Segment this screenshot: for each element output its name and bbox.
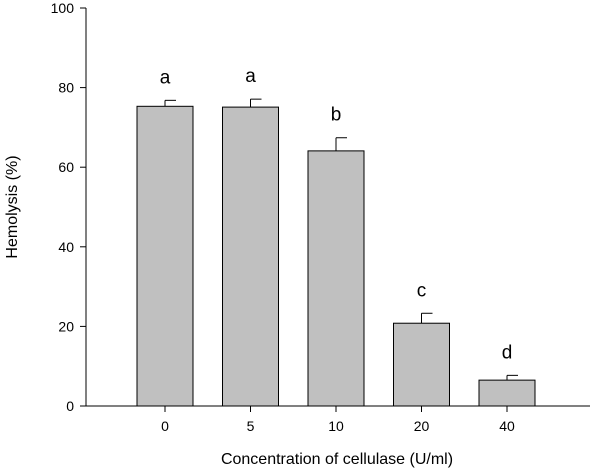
x-tick-label: 20 bbox=[414, 418, 430, 434]
significance-label: c bbox=[417, 280, 427, 301]
bar bbox=[222, 106, 279, 407]
x-tick-label: 10 bbox=[328, 418, 344, 434]
bar bbox=[307, 150, 365, 407]
significance-labels: a a b c d bbox=[160, 66, 513, 363]
y-tick-label: 0 bbox=[66, 398, 74, 414]
x-tick-label: 5 bbox=[247, 418, 255, 434]
bar bbox=[393, 322, 450, 407]
significance-label: a bbox=[245, 66, 256, 87]
y-axis-ticks: 0 20 40 60 80 100 bbox=[51, 0, 86, 414]
bars bbox=[136, 105, 536, 407]
significance-label: b bbox=[331, 105, 342, 126]
bar bbox=[478, 379, 536, 407]
y-tick-label: 100 bbox=[51, 0, 75, 16]
y-tick-label: 20 bbox=[58, 318, 74, 334]
x-axis-title: Concentration of cellulase (U/ml) bbox=[221, 451, 453, 468]
y-axis-title: Hemolysis (%) bbox=[4, 155, 21, 258]
x-tick-label: 40 bbox=[499, 418, 515, 434]
y-tick-label: 40 bbox=[58, 239, 74, 255]
bar bbox=[136, 105, 194, 407]
y-tick-label: 80 bbox=[58, 80, 74, 96]
significance-label: d bbox=[502, 342, 513, 363]
error-bars bbox=[164, 98, 518, 381]
y-tick-label: 60 bbox=[58, 159, 74, 175]
significance-label: a bbox=[160, 67, 171, 88]
x-axis-ticks: 0 5 10 20 40 bbox=[161, 406, 515, 434]
x-tick-label: 0 bbox=[161, 418, 169, 434]
